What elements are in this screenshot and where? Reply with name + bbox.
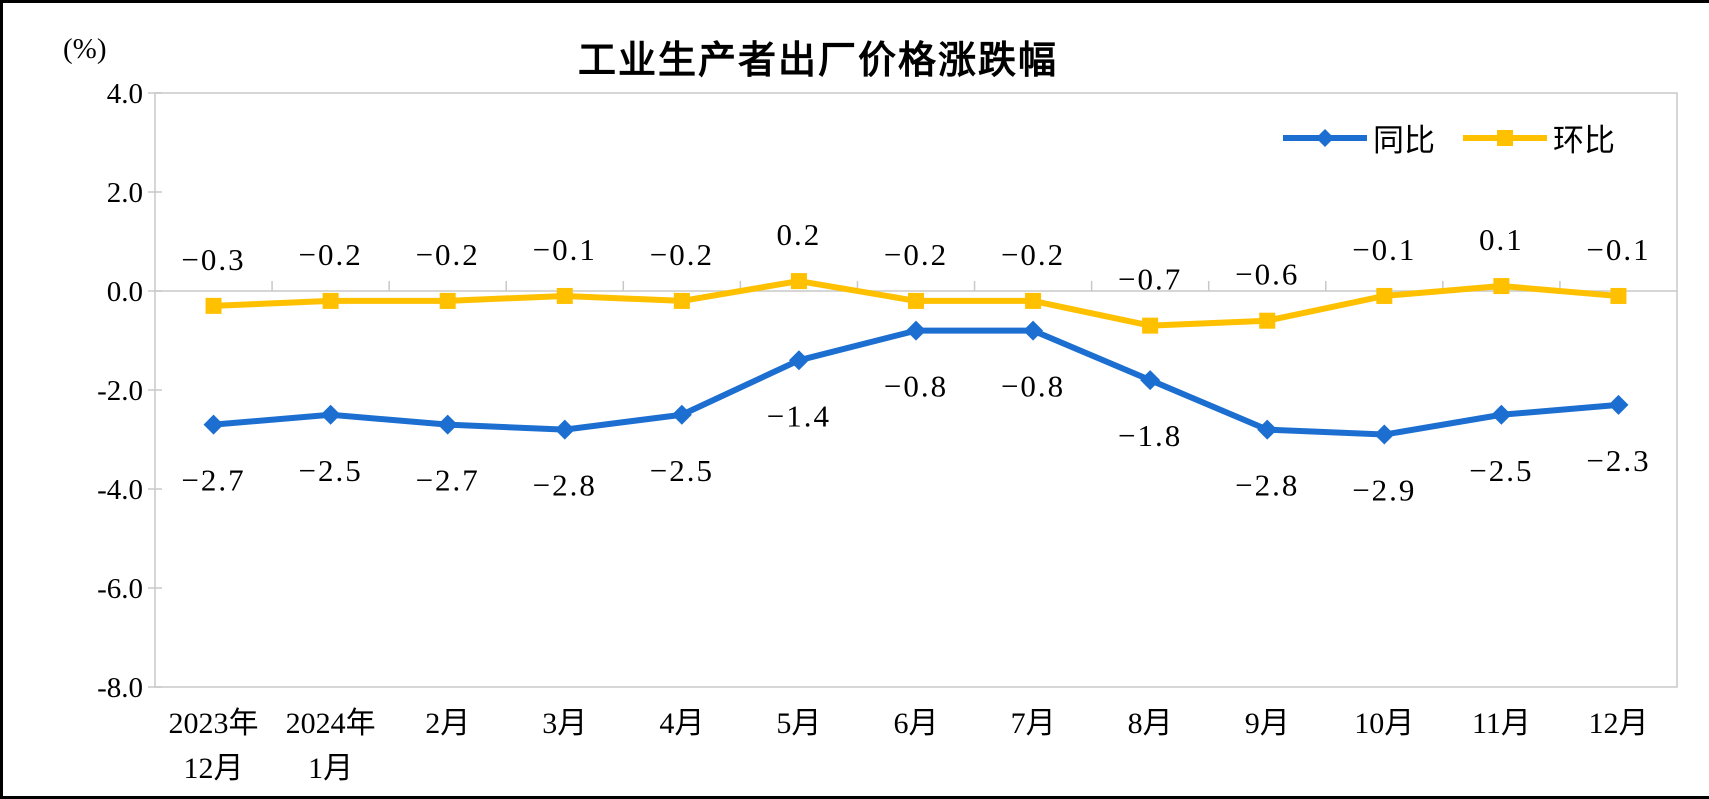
data-point-marker-mom (1025, 292, 1042, 309)
data-point-label-mom: −0.1 (533, 232, 597, 267)
y-axis-tick-label: -8.0 (97, 672, 143, 704)
data-point-marker-mom (439, 292, 456, 309)
data-point-label-yoy: −2.8 (533, 468, 597, 503)
x-axis-category-label: 2024年 (286, 707, 376, 740)
y-axis-tick-label: -6.0 (97, 573, 143, 605)
data-point-label-yoy: −2.9 (1352, 473, 1416, 508)
legend-item-mom: 环比 (1461, 115, 1615, 160)
data-point-label-yoy: −2.5 (650, 453, 714, 488)
plot-area: 4.0 2.0 0.0 -2.0 -4.0 -6.0 -8.0 2023年 12月 2024年 1月… (97, 78, 1678, 785)
x-axis-category-label: 6月 (894, 707, 939, 740)
data-point-marker-yoy (671, 404, 692, 425)
data-point-label-mom: 0.1 (1479, 222, 1524, 257)
data-point-marker-mom (908, 292, 924, 309)
data-point-marker-yoy (1140, 370, 1161, 391)
data-point-label-mom: −0.6 (1235, 257, 1299, 292)
data-point-marker-mom (322, 292, 339, 309)
x-axis-category-label: 10月 (1354, 707, 1414, 740)
y-axis-tick-label: -2.0 (97, 375, 143, 407)
data-point-marker-mom (1259, 312, 1276, 329)
x-axis-category-label: 2月 (425, 707, 470, 740)
data-point-marker-mom (556, 287, 573, 304)
data-point-marker-mom (1376, 287, 1393, 304)
data-point-label-yoy: −0.8 (1001, 369, 1065, 404)
x-axis-category-label: 12月 (1588, 707, 1648, 740)
x-axis-category-label: 2023年 (169, 707, 259, 740)
data-point-label-yoy: −2.7 (181, 463, 245, 498)
chart-title: 工业生产者出厂价格涨跌幅 (577, 40, 1058, 82)
data-point-marker-yoy (1491, 404, 1512, 425)
data-point-label-yoy: −2.7 (416, 463, 480, 498)
data-point-marker-yoy (1374, 424, 1395, 445)
data-point-marker-yoy (320, 404, 341, 425)
data-point-label-yoy: −2.5 (1469, 453, 1533, 488)
data-point-label-mom: −0.1 (1352, 232, 1416, 267)
data-point-label-mom: −0.7 (1118, 262, 1182, 297)
x-axis-category-label: 11月 (1472, 707, 1531, 740)
y-axis-tick-label: 4.0 (107, 78, 143, 110)
data-point-marker-yoy (1608, 394, 1629, 415)
data-point-label-mom: −0.2 (884, 237, 948, 272)
data-point-label-mom: −0.2 (1001, 237, 1065, 272)
data-point-label-mom: −0.3 (181, 242, 245, 277)
data-point-label-yoy: −2.3 (1586, 443, 1650, 478)
data-point-marker-mom (205, 297, 222, 314)
y-axis-tick-label: 2.0 (107, 177, 143, 209)
data-point-label-mom: −0.2 (298, 237, 362, 272)
data-point-marker-yoy (437, 414, 458, 435)
y-axis-tick-label: -4.0 (97, 474, 143, 506)
legend-item-yoy: 同比 (1281, 115, 1435, 160)
data-point-label-yoy: −1.8 (1118, 418, 1182, 453)
x-axis-category-label: 9月 (1245, 707, 1290, 740)
data-point-marker-mom (1142, 317, 1159, 334)
legend-label-mom: 环比 (1553, 123, 1615, 158)
data-point-marker-mom (790, 273, 807, 290)
x-axis-category-label: 3月 (542, 707, 587, 740)
legend-swatch-yoy-line-diamond-icon (1283, 128, 1367, 147)
data-point-marker-mom (1610, 287, 1627, 304)
legend-swatch-mom-line-square-icon (1463, 129, 1547, 146)
data-point-marker-yoy (203, 414, 224, 435)
legend-label-yoy: 同比 (1373, 123, 1435, 158)
data-point-label-yoy: −2.8 (1235, 468, 1299, 503)
data-point-marker-yoy (906, 320, 926, 341)
data-point-marker-mom (673, 292, 690, 309)
x-axis-category-label: 12月 (184, 752, 244, 785)
x-axis-category-label: 4月 (659, 707, 704, 740)
data-point-label-mom: −0.2 (650, 237, 714, 272)
data-point-label-mom: −0.2 (416, 237, 480, 272)
y-axis-tick-label: 0.0 (107, 276, 143, 308)
x-axis-category-label: 5月 (776, 707, 821, 740)
data-point-label-yoy: −0.8 (884, 369, 948, 404)
x-axis-category-label: 7月 (1011, 707, 1056, 740)
data-point-label-yoy: −2.5 (298, 453, 362, 488)
data-point-label-mom: −0.1 (1586, 232, 1650, 267)
data-point-marker-yoy (1257, 419, 1278, 440)
data-point-label-yoy: −1.4 (767, 398, 831, 433)
data-point-marker-yoy (788, 350, 809, 371)
x-axis-category-label: 8月 (1128, 707, 1173, 740)
y-axis-unit-label: (%) (63, 33, 107, 65)
data-point-marker-yoy (1023, 320, 1044, 341)
x-axis-category-label: 1月 (308, 752, 353, 785)
data-point-label-mom: 0.2 (777, 217, 822, 252)
data-point-marker-yoy (554, 419, 575, 440)
legend: 同比 环比 (1281, 115, 1615, 160)
data-point-marker-mom (1493, 278, 1510, 295)
